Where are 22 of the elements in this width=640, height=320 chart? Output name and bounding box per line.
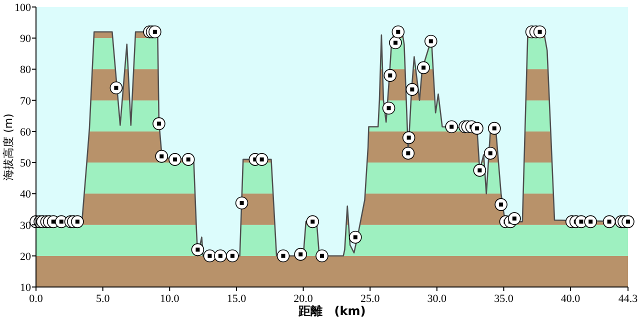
x-tick-label: 40.0: [560, 293, 581, 305]
x-axis-title: 距離 (km): [297, 304, 366, 318]
y-tick-label: 30: [20, 220, 32, 232]
y-tick-label: 100: [14, 2, 32, 14]
x-tick-label: 25.0: [360, 293, 380, 305]
y-tick-label: 20: [20, 250, 32, 263]
x-tick-label: 0.0: [29, 293, 44, 305]
y-tick-label: 10: [20, 282, 32, 294]
x-tick-label: 30.0: [427, 293, 448, 305]
x-tick-label: 15.0: [226, 293, 247, 305]
y-tick-label: 70: [20, 95, 32, 108]
y-tick-label: 80: [20, 64, 32, 76]
y-tick-label: 40: [20, 188, 32, 201]
x-tick-label: 10.0: [160, 293, 180, 305]
x-tick-label: 20.0: [294, 293, 314, 305]
y-axis-title: 海拔高度 (m): [2, 114, 15, 180]
y-tick-label: 60: [20, 126, 32, 138]
y-tick-label: 50: [20, 158, 32, 170]
y-tick-label: 90: [20, 33, 32, 46]
x-tick-label: 44.3: [618, 293, 638, 305]
x-tick-label: 5.0: [96, 293, 110, 305]
x-tick-label: 35.0: [494, 293, 514, 305]
